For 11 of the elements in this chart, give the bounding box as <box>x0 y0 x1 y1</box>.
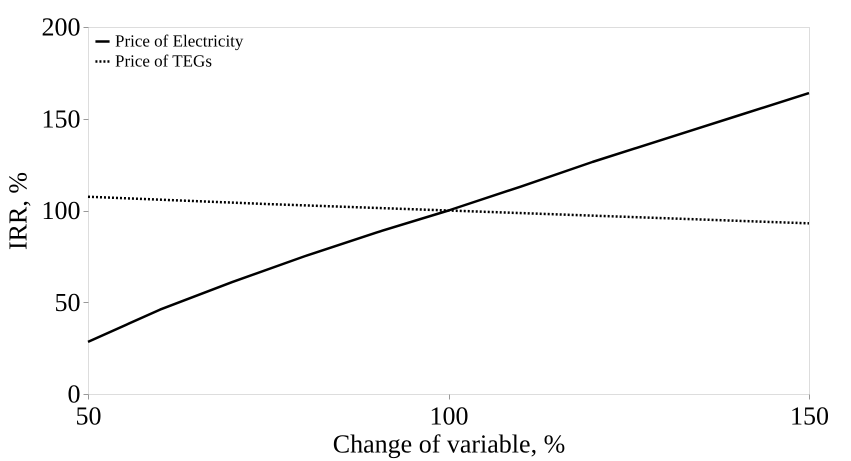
y-tick-label: 150 <box>42 104 80 134</box>
x-tick-label: 150 <box>790 402 829 430</box>
y-tick-label: 200 <box>42 12 80 42</box>
legend-label: Price of Electricity <box>115 32 244 50</box>
y-tick-label: 50 <box>54 288 80 317</box>
line-series <box>86 92 810 344</box>
legend-label: Price of TEGs <box>115 52 212 70</box>
y-axis-title: IRR, % <box>4 172 32 250</box>
x-tick-label: 100 <box>430 402 468 430</box>
y-tick-label: 100 <box>42 196 80 225</box>
x-axis-title: Change of variable, % <box>332 430 566 458</box>
